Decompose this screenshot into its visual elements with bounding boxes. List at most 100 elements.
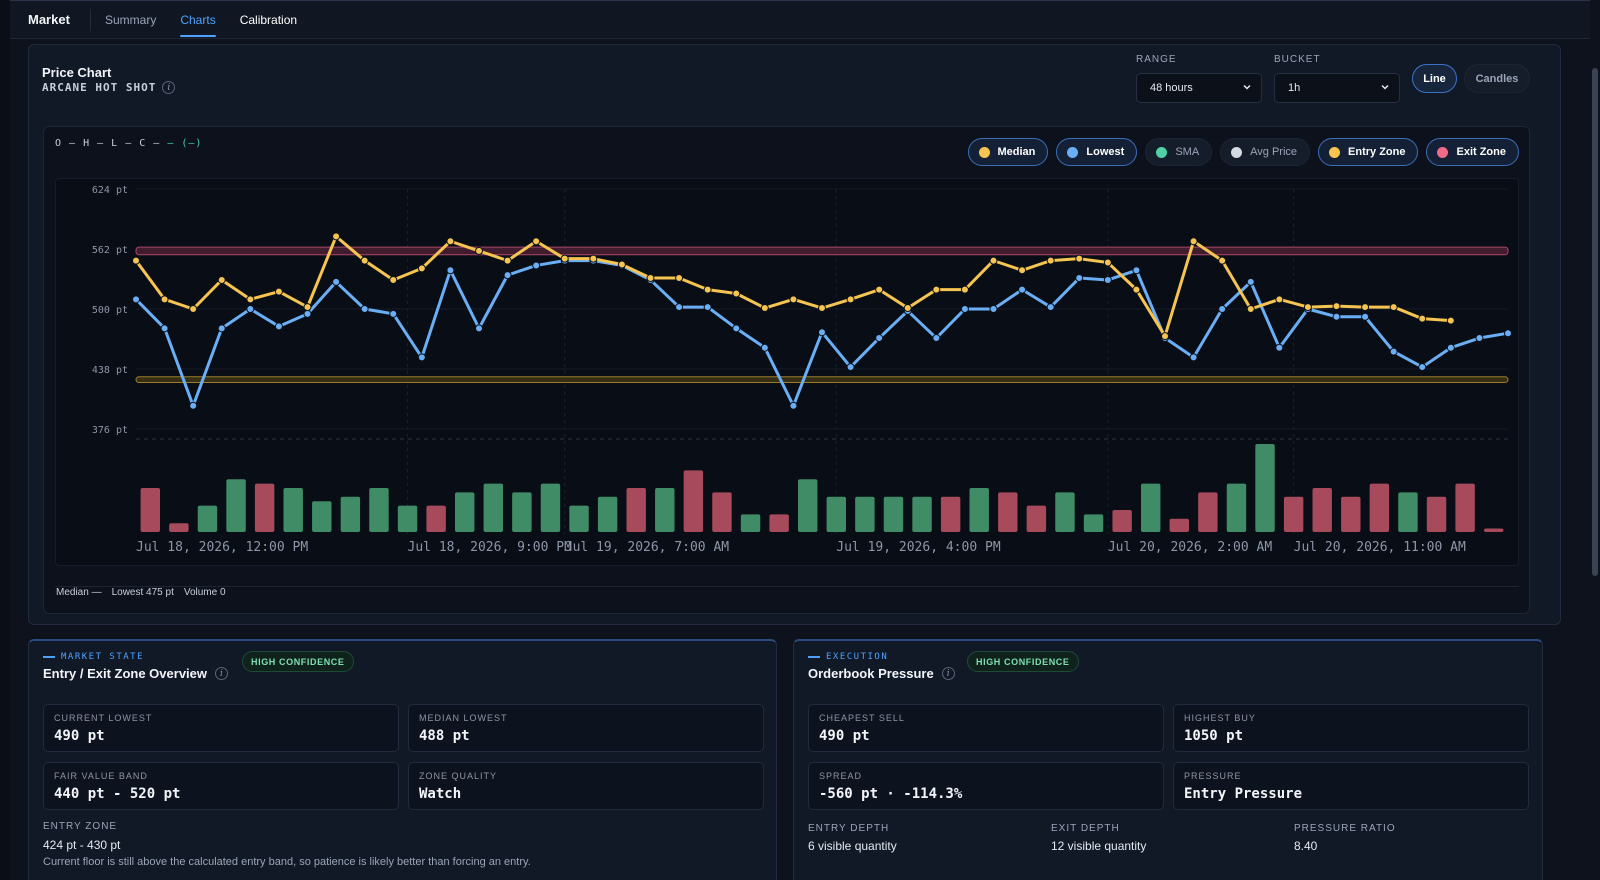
- lowest-point: [846, 363, 855, 372]
- info-icon[interactable]: i: [215, 667, 228, 680]
- x-tick-label: Jul 19, 2026, 4:00 PM: [836, 540, 1001, 555]
- x-tick-label: Jul 20, 2026, 2:00 AM: [1108, 540, 1273, 555]
- volume-bar: [140, 488, 161, 532]
- lowest-point: [1132, 266, 1141, 275]
- lowest-point: [1103, 275, 1112, 284]
- volume-bar: [283, 488, 303, 532]
- line-mode-button[interactable]: Line: [1412, 64, 1457, 93]
- volume-bar: [1140, 483, 1161, 532]
- bucket-select-value: 1h: [1288, 82, 1301, 94]
- tab-calibration[interactable]: Calibration: [239, 12, 298, 27]
- median-point: [389, 275, 398, 284]
- item-name-text: ARCANE HOT SHOT: [42, 81, 157, 94]
- range-select[interactable]: 48 hours: [1136, 73, 1262, 103]
- median-point: [1332, 302, 1341, 311]
- metric-label: ZONE QUALITY: [419, 771, 498, 781]
- y-tick-label: 500 pt: [92, 305, 128, 316]
- lowest-point: [132, 295, 140, 304]
- lowest-point: [703, 303, 712, 312]
- metric-label: HIGHEST BUY: [1184, 713, 1256, 723]
- volume-bar: [626, 488, 646, 532]
- lowest-point: [1018, 285, 1027, 294]
- zone-title: Entry / Exit Zone Overview i: [43, 666, 228, 681]
- series-legend: Median Lowest SMA Avg Price Entry Zone E…: [967, 138, 1519, 166]
- ohlc-readout: O — H — L — C — — (—): [55, 138, 202, 149]
- confidence-badge: HIGH CONFIDENCE: [967, 651, 1079, 672]
- volume-bar: [483, 483, 504, 532]
- volume-bar: [969, 488, 989, 532]
- x-tick-label: Jul 20, 2026, 11:00 AM: [1294, 540, 1466, 555]
- metric-spread: SPREAD -560 pt · -114.3%: [808, 762, 1164, 810]
- lowest-point: [503, 271, 512, 280]
- metric-value: 490 pt: [819, 728, 870, 744]
- legend-lowest[interactable]: Lowest: [1056, 138, 1138, 166]
- lowest-point: [960, 305, 969, 313]
- orderbook-title-text: Orderbook Pressure: [808, 666, 934, 681]
- lowest-point: [360, 305, 369, 313]
- median-point: [617, 260, 626, 269]
- lowest-point: [732, 324, 741, 333]
- zone-kicker-text: MARKET STATE: [61, 652, 145, 662]
- median-point: [1361, 303, 1370, 312]
- metric-current-lowest: CURRENT LOWEST 490 pt: [43, 704, 399, 752]
- median-point: [1418, 314, 1427, 323]
- volume-bar: [454, 492, 475, 532]
- median-point: [246, 295, 255, 304]
- info-icon[interactable]: i: [941, 667, 955, 680]
- range-label: RANGE: [1136, 54, 1177, 65]
- median-point: [932, 285, 941, 294]
- x-tick-label: Jul 19, 2026, 7:00 AM: [565, 540, 730, 555]
- legend-median[interactable]: Median: [967, 138, 1049, 166]
- tab-summary[interactable]: Summary: [105, 12, 157, 27]
- volume-bar: [1483, 528, 1504, 532]
- ohlc-values: O — H — L — C —: [55, 138, 168, 149]
- execution-kicker: EXECUTION: [808, 652, 888, 662]
- legend-exit-zone[interactable]: Exit Zone: [1426, 138, 1519, 166]
- lowest-point: [1046, 303, 1055, 312]
- metric-value: Watch: [419, 786, 462, 802]
- median-point: [1046, 256, 1055, 265]
- stats-divider: [55, 586, 1519, 587]
- median-point: [532, 237, 541, 246]
- median-point: [818, 304, 826, 313]
- lowest-point: [1246, 277, 1255, 286]
- legend-exit-zone-label: Exit Zone: [1456, 146, 1506, 158]
- volume-bar: [1055, 492, 1075, 532]
- volume-bar: [540, 483, 561, 532]
- zone-title-text: Entry / Exit Zone Overview: [43, 666, 207, 681]
- legend-entry-zone[interactable]: Entry Zone: [1318, 138, 1419, 166]
- median-point: [789, 295, 798, 304]
- median-point: [1161, 332, 1169, 341]
- metric-label: CURRENT LOWEST: [54, 713, 153, 723]
- volume-bar: [883, 496, 904, 532]
- item-name: ARCANE HOT SHOT i: [42, 81, 176, 94]
- x-tick-label: Jul 18, 2026, 9:00 PM: [408, 540, 573, 555]
- median-point: [132, 256, 140, 265]
- volume-bar: [1341, 496, 1361, 532]
- exit-zone-dot-icon: [1437, 146, 1449, 158]
- median-point: [903, 304, 912, 313]
- bucket-select[interactable]: 1h: [1274, 73, 1400, 103]
- stat-lowest: Lowest 475 pt: [111, 587, 174, 598]
- candles-mode-button[interactable]: Candles: [1464, 64, 1530, 93]
- volume-bar: [226, 479, 246, 532]
- volume-bar: [197, 505, 218, 532]
- price-plot-svg: 624 pt 562 pt 500 pt 438 pt 376 pt Jul 18, 20…: [92, 185, 1512, 555]
- median-point: [1103, 258, 1112, 267]
- median-point: [1018, 266, 1027, 275]
- volume-bar: [169, 523, 189, 532]
- lowest-point: [1504, 329, 1512, 338]
- page-scrollbar[interactable]: [1592, 68, 1598, 576]
- legend-avg-price[interactable]: Avg Price: [1220, 138, 1311, 166]
- lowest-point: [246, 305, 255, 313]
- lowest-point: [1075, 274, 1084, 283]
- info-icon[interactable]: i: [162, 81, 176, 94]
- execution-kicker-text: EXECUTION: [826, 652, 889, 662]
- tab-charts[interactable]: Charts: [180, 0, 217, 39]
- lowest-point: [446, 266, 455, 275]
- volume-bar: [312, 501, 332, 532]
- legend-sma[interactable]: SMA: [1145, 138, 1213, 166]
- y-tick-label: 438 pt: [92, 365, 128, 376]
- volume-bar: [1283, 496, 1304, 532]
- plot-area[interactable]: 624 pt 562 pt 500 pt 438 pt 376 pt Jul 18, 20…: [55, 178, 1519, 566]
